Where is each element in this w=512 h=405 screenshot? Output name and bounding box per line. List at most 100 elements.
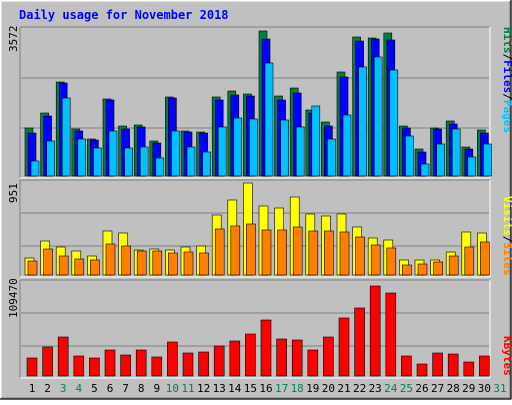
bar-pages-day-3 <box>61 97 71 177</box>
bar-pages-day-6 <box>108 130 118 177</box>
bar-sites-day-3 <box>58 255 69 276</box>
bar-kbytes-day-21 <box>338 317 350 377</box>
bar-pages-day-27 <box>436 143 445 177</box>
bar-pages-day-8 <box>139 146 149 177</box>
x-label-day-3: 3 <box>60 382 67 395</box>
bar-kbytes-day-2 <box>42 346 53 377</box>
bar-kbytes-day-4 <box>73 355 85 377</box>
bar-kbytes-day-11 <box>182 352 194 377</box>
bar-sites-day-16 <box>261 229 272 276</box>
bar-sites-day-8 <box>136 250 147 276</box>
bar-sites-day-19 <box>308 230 319 276</box>
x-label-day-14: 14 <box>228 382 242 395</box>
x-axis-labels: 1 2 3 4 5 6 7 8 9 10 11 12 13 14 15 16 17 18 19 20 21 22 23 24 2… <box>29 382 507 395</box>
x-label-day-7: 7 <box>122 382 129 395</box>
bar-kbytes-day-10 <box>167 341 178 377</box>
x-label-day-10: 10 <box>166 382 179 395</box>
bar-pages-day-10 <box>171 130 180 177</box>
bar-pages-day-22 <box>358 66 367 177</box>
bar-pages-day-23 <box>373 56 383 177</box>
bar-pages-day-26 <box>420 163 430 177</box>
bar-pages-day-17 <box>280 119 289 177</box>
bar-sites-day-29 <box>464 246 475 276</box>
bar-sites-day-26 <box>417 263 428 276</box>
x-label-day-24: 24 <box>384 382 398 395</box>
bar-kbytes-day-20 <box>323 336 334 377</box>
bar-pages-day-30 <box>483 143 492 177</box>
bar-sites-day-9 <box>152 250 163 276</box>
bar-sites-day-15 <box>246 223 256 276</box>
bar-sites-day-7 <box>121 245 131 276</box>
ymax-label-kbytes: 109470 <box>7 278 20 318</box>
bar-sites-day-14 <box>230 225 241 276</box>
bar-kbytes-day-6 <box>104 349 116 377</box>
bar-kbytes-day-27 <box>432 352 443 377</box>
x-label-day-8: 8 <box>138 382 145 395</box>
bar-kbytes-day-7 <box>120 354 131 377</box>
x-label-day-21: 21 <box>337 382 350 395</box>
bar-kbytes-day-13 <box>213 345 225 377</box>
x-label-day-5: 5 <box>91 382 98 395</box>
bar-sites-day-30 <box>480 241 490 276</box>
bar-sites-day-17 <box>277 229 287 276</box>
x-label-day-16: 16 <box>259 382 272 395</box>
x-label-day-1: 1 <box>29 382 36 395</box>
bar-pages-day-15 <box>249 118 258 177</box>
x-label-day-19: 19 <box>306 382 319 395</box>
bar-pages-day-9 <box>155 157 165 177</box>
bar-pages-day-21 <box>342 114 352 177</box>
x-label-day-9: 9 <box>153 382 160 395</box>
ymax-label-hits: 3572 <box>7 26 20 53</box>
bar-sites-day-4 <box>74 258 85 276</box>
bar-pages-day-29 <box>467 156 477 177</box>
x-label-day-20: 20 <box>322 382 335 395</box>
bar-kbytes-day-25 <box>401 355 412 377</box>
x-label-day-18: 18 <box>291 382 304 395</box>
bar-kbytes-day-16 <box>260 319 272 377</box>
bar-kbytes-day-30 <box>479 355 490 377</box>
bar-sites-day-22 <box>355 236 365 276</box>
x-label-day-11: 11 <box>181 382 194 395</box>
x-label-day-25: 25 <box>400 382 413 395</box>
bar-pages-day-25 <box>405 135 414 177</box>
bar-sites-day-6 <box>105 243 116 276</box>
bar-pages-day-28 <box>451 128 461 177</box>
bar-kbytes-day-3 <box>57 336 69 377</box>
legend-hits-files-pages: Hits/Files/Pages <box>501 27 512 133</box>
legend-visits-sites: Visits/Sites <box>501 196 512 276</box>
x-label-day-2: 2 <box>44 382 51 395</box>
bar-kbytes-day-17 <box>276 338 287 377</box>
bar-kbytes-day-24 <box>385 292 397 377</box>
bar-pages-day-18 <box>295 126 305 177</box>
bar-pages-day-20 <box>327 138 336 177</box>
bar-pages-day-1 <box>30 160 40 177</box>
x-label-day-23: 23 <box>369 382 382 395</box>
bar-sites-day-21 <box>339 231 350 276</box>
x-label-day-13: 13 <box>213 382 226 395</box>
bar-sites-day-10 <box>168 252 178 276</box>
x-label-day-15: 15 <box>244 382 257 395</box>
bar-kbytes-day-12 <box>198 351 209 377</box>
panel-kbytes <box>19 279 491 379</box>
bar-sites-day-5 <box>90 259 100 276</box>
bar-kbytes-day-29 <box>463 361 475 377</box>
bar-sites-day-27 <box>433 261 443 276</box>
bar-kbytes-day-26 <box>416 363 428 377</box>
x-label-day-26: 26 <box>415 382 428 395</box>
bar-pages-day-5 <box>93 147 102 177</box>
bar-kbytes-day-8 <box>135 349 147 377</box>
panel-visits-sites <box>19 179 491 278</box>
bar-kbytes-day-5 <box>89 357 100 377</box>
bar-kbytes-day-28 <box>447 353 459 377</box>
ymax-label-visits: 951 <box>7 183 20 203</box>
bar-kbytes-day-15 <box>245 333 256 377</box>
bar-sites-day-11 <box>183 251 194 276</box>
x-label-day-31: 31 <box>493 382 506 395</box>
bar-sites-day-20 <box>324 230 334 276</box>
x-label-day-22: 22 <box>353 382 366 395</box>
x-label-day-30: 30 <box>478 382 491 395</box>
bar-sites-day-2 <box>43 248 53 276</box>
bar-pages-day-13 <box>217 126 227 177</box>
